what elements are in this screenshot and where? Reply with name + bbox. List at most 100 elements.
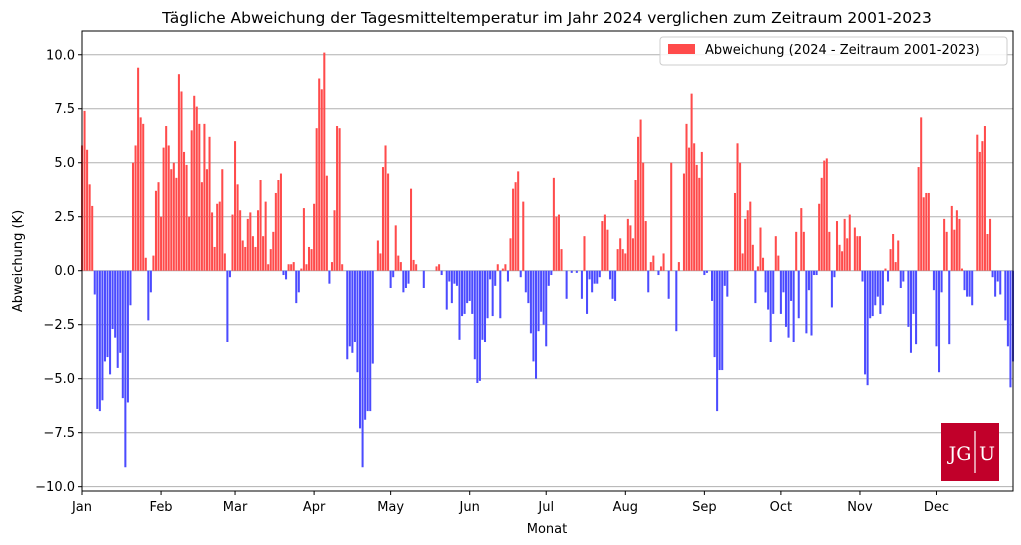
bar bbox=[1004, 270, 1007, 321]
bar bbox=[348, 270, 351, 347]
bar bbox=[657, 270, 660, 276]
bar bbox=[307, 246, 311, 271]
bar bbox=[927, 192, 930, 271]
bar bbox=[532, 270, 535, 362]
bar bbox=[116, 270, 119, 368]
bar bbox=[412, 259, 415, 271]
bar bbox=[486, 270, 489, 319]
bar bbox=[514, 182, 517, 271]
bar bbox=[838, 244, 841, 271]
x-tick-label: Oct bbox=[770, 500, 792, 515]
bar bbox=[282, 270, 285, 276]
bar bbox=[300, 268, 303, 271]
bar bbox=[376, 240, 379, 271]
bar bbox=[570, 270, 573, 273]
bar bbox=[221, 169, 224, 271]
bar bbox=[325, 175, 328, 271]
bar bbox=[869, 270, 872, 319]
bar bbox=[631, 238, 634, 271]
legend-entry: Abweichung (2024 - Zeitraum 2001-2023) bbox=[705, 43, 980, 58]
bar bbox=[251, 236, 254, 271]
bar bbox=[713, 270, 716, 358]
bar bbox=[637, 136, 640, 271]
bar bbox=[989, 218, 992, 271]
bar bbox=[154, 190, 157, 271]
bar bbox=[695, 164, 698, 271]
x-axis-ticks: Jan Feb Mar Apr May Jun Jul Aug Sep Oct Nov Dec bbox=[71, 491, 949, 515]
bar bbox=[448, 270, 451, 282]
bar bbox=[463, 270, 466, 314]
bar bbox=[874, 270, 877, 306]
bar bbox=[142, 123, 145, 271]
bar bbox=[557, 214, 560, 271]
bar bbox=[953, 229, 956, 271]
bar bbox=[690, 93, 693, 271]
bar bbox=[721, 270, 724, 371]
bar bbox=[440, 270, 443, 276]
bar bbox=[894, 262, 897, 271]
bar bbox=[807, 270, 810, 291]
bar bbox=[246, 218, 249, 271]
bar bbox=[726, 270, 729, 297]
bar bbox=[677, 262, 680, 271]
bar bbox=[315, 128, 318, 271]
y-tick-label: −10.0 bbox=[35, 480, 75, 495]
bar bbox=[461, 270, 464, 317]
bar bbox=[190, 130, 193, 271]
bar bbox=[88, 184, 91, 271]
bar bbox=[320, 89, 323, 271]
jgu-logo: JG U bbox=[941, 423, 999, 481]
bar bbox=[802, 231, 805, 271]
bar bbox=[945, 231, 948, 271]
bar bbox=[330, 262, 333, 271]
bar bbox=[379, 253, 382, 271]
bar bbox=[323, 52, 326, 271]
bar bbox=[101, 270, 104, 401]
x-tick-label: Sep bbox=[692, 500, 717, 515]
bar bbox=[978, 151, 981, 271]
bar bbox=[509, 238, 512, 271]
bar bbox=[547, 270, 550, 286]
bar bbox=[966, 270, 969, 297]
bar bbox=[884, 268, 887, 271]
bar bbox=[410, 188, 413, 271]
bar bbox=[675, 270, 678, 332]
bar bbox=[749, 201, 752, 271]
bar bbox=[435, 266, 438, 271]
bar bbox=[542, 270, 545, 325]
bar bbox=[698, 177, 701, 271]
x-tick-label: Mar bbox=[223, 500, 248, 515]
bar bbox=[647, 270, 650, 293]
bar bbox=[402, 270, 405, 293]
bar bbox=[588, 270, 591, 280]
bar bbox=[739, 162, 742, 271]
bar bbox=[356, 270, 359, 373]
bar bbox=[483, 270, 487, 342]
bar bbox=[759, 227, 762, 271]
bar bbox=[103, 270, 106, 362]
bar bbox=[932, 270, 935, 291]
bar bbox=[909, 270, 912, 353]
bar bbox=[848, 214, 851, 271]
bar bbox=[846, 238, 849, 271]
bar bbox=[310, 249, 313, 271]
bar bbox=[805, 270, 808, 334]
bar bbox=[198, 123, 201, 271]
bar bbox=[285, 270, 288, 280]
bar bbox=[963, 270, 966, 291]
logo-background bbox=[941, 423, 999, 481]
bar bbox=[764, 270, 767, 293]
x-tick-label: Feb bbox=[150, 500, 173, 515]
bar bbox=[662, 253, 665, 271]
bar-series bbox=[80, 52, 1015, 468]
bar bbox=[371, 270, 374, 364]
bar bbox=[167, 145, 170, 271]
bar bbox=[213, 246, 216, 271]
bar bbox=[466, 270, 469, 304]
bar bbox=[976, 134, 979, 271]
bar bbox=[478, 270, 481, 381]
bar bbox=[274, 192, 277, 271]
bar bbox=[670, 162, 673, 271]
bar bbox=[741, 253, 744, 271]
